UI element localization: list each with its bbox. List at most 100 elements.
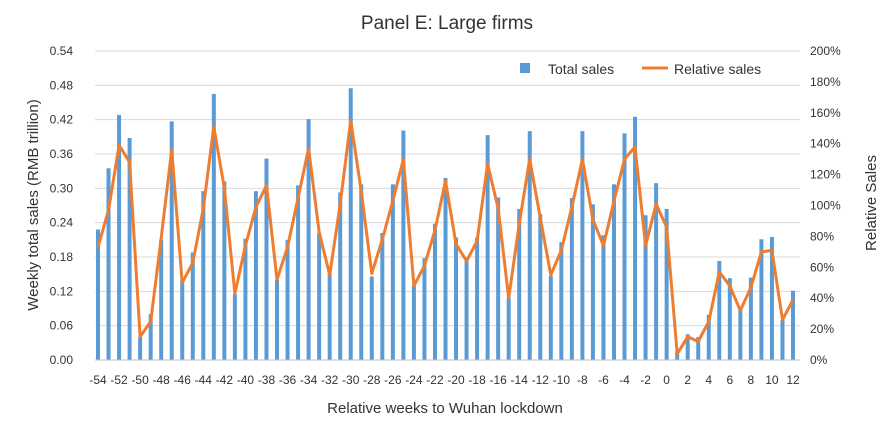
total-sales-bar bbox=[654, 183, 659, 360]
total-sales-bar bbox=[411, 285, 416, 360]
total-sales-bar bbox=[401, 130, 406, 360]
total-sales-bar bbox=[696, 337, 701, 360]
total-sales-bar bbox=[327, 274, 332, 360]
total-sales-bar bbox=[548, 275, 553, 360]
total-sales-bar bbox=[96, 229, 100, 360]
total-sales-bar bbox=[580, 131, 585, 360]
left-axis-ticks: 0.00 0.06 0.12 0.18 0.24 0.30 0.36 0.42 0.48 0.54 bbox=[50, 44, 74, 367]
y-axis-title: Weekly total sales (RMB trillion) bbox=[25, 99, 42, 310]
x-tick-label: 6 bbox=[726, 373, 733, 387]
total-sales-bar bbox=[253, 191, 258, 360]
x-axis-ticks: -54 -52 -50 -48 -46 -44 -42 -40 -38 -36 -34 -32 -30-… bbox=[89, 373, 800, 387]
total-sales-bar bbox=[791, 290, 795, 360]
total-sales-bar bbox=[569, 198, 574, 360]
total-sales-bar bbox=[622, 133, 627, 360]
x-axis-title: Relative weeks to Wuhan lockdown bbox=[327, 400, 563, 417]
total-sales-bar bbox=[706, 314, 711, 360]
total-sales-bar bbox=[338, 192, 343, 360]
total-sales-bar bbox=[443, 178, 448, 360]
y2-tick-label: 100% bbox=[810, 199, 841, 213]
y-tick-label: 0.06 bbox=[50, 319, 74, 333]
x-tick-label: -12 bbox=[532, 373, 550, 387]
y2-tick-label: 120% bbox=[810, 168, 841, 182]
y2-axis-title: Relative Sales bbox=[863, 155, 880, 251]
y2-tick-label: 60% bbox=[810, 260, 834, 274]
total-sales-bar bbox=[780, 319, 785, 360]
total-sales-bar bbox=[148, 314, 153, 360]
total-sales-bar bbox=[748, 277, 753, 360]
total-sales-bar bbox=[201, 191, 206, 360]
total-sales-bar bbox=[738, 308, 743, 360]
total-sales-bar bbox=[190, 252, 195, 360]
total-sales-bar bbox=[117, 115, 122, 360]
right-axis-ticks: 0% 20% 40% 60% 80% 100% 120% 140% 160% 180% 200% bbox=[810, 44, 841, 367]
total-sales-bar bbox=[159, 239, 164, 360]
total-sales-bar bbox=[422, 258, 427, 360]
total-sales-bar bbox=[296, 185, 301, 360]
relative-sales-line bbox=[96, 119, 795, 356]
x-tick-label: -18 bbox=[468, 373, 486, 387]
x-tick-label: -28 bbox=[363, 373, 381, 387]
total-sales-bar bbox=[169, 121, 174, 360]
x-tick-label: -22 bbox=[426, 373, 444, 387]
x-tick-label: 8 bbox=[748, 373, 755, 387]
total-sales-bar bbox=[243, 238, 248, 360]
x-tick-label: -20 bbox=[447, 373, 465, 387]
total-sales-bar bbox=[633, 116, 638, 360]
y2-tick-label: 160% bbox=[810, 106, 841, 120]
y2-tick-label: 20% bbox=[810, 322, 834, 336]
x-tick-label: 12 bbox=[786, 373, 800, 387]
total-sales-bar bbox=[717, 261, 722, 360]
x-tick-label: -48 bbox=[153, 373, 171, 387]
y-tick-label: 0.30 bbox=[50, 181, 74, 195]
x-tick-label: 0 bbox=[663, 373, 670, 387]
y2-tick-label: 0% bbox=[810, 353, 828, 367]
total-sales-bar bbox=[275, 279, 280, 360]
x-tick-label: -4 bbox=[619, 373, 630, 387]
x-tick-label: -46 bbox=[174, 373, 192, 387]
y2-tick-label: 80% bbox=[810, 229, 834, 243]
total-sales-bar bbox=[369, 276, 374, 360]
total-sales-bar bbox=[138, 337, 143, 360]
legend-relative-label: Relative sales bbox=[674, 61, 761, 77]
total-sales-bar bbox=[506, 297, 511, 360]
x-tick-label: -36 bbox=[279, 373, 297, 387]
x-tick-label: 2 bbox=[684, 373, 691, 387]
total-sales-bar bbox=[432, 223, 437, 360]
x-tick-label: -38 bbox=[258, 373, 276, 387]
total-sales-bar bbox=[390, 184, 395, 360]
x-tick-label: 4 bbox=[705, 373, 712, 387]
total-sales-bar bbox=[517, 208, 522, 360]
total-sales-bar bbox=[527, 131, 532, 360]
y-tick-label: 0.12 bbox=[50, 284, 74, 298]
total-sales-bar bbox=[454, 237, 459, 360]
x-tick-label: -42 bbox=[216, 373, 234, 387]
total-sales-bar bbox=[590, 204, 595, 360]
total-sales-bar bbox=[380, 232, 385, 360]
y2-tick-label: 140% bbox=[810, 137, 841, 151]
total-sales-bar bbox=[232, 294, 237, 360]
total-sales-bar bbox=[317, 232, 322, 360]
x-tick-label: -34 bbox=[300, 373, 318, 387]
total-sales-bar bbox=[211, 93, 216, 361]
total-sales-bar bbox=[285, 239, 290, 360]
total-sales-bar bbox=[348, 88, 353, 360]
total-sales-bar bbox=[664, 208, 669, 360]
x-tick-label: -52 bbox=[110, 373, 128, 387]
legend-total-swatch bbox=[520, 63, 530, 73]
total-sales-bar bbox=[306, 119, 311, 360]
x-tick-label: -2 bbox=[640, 373, 651, 387]
total-sales-bar bbox=[643, 215, 648, 360]
y-tick-label: 0.18 bbox=[50, 250, 74, 264]
chart-title: Panel E: Large firms bbox=[361, 13, 533, 34]
x-tick-label: -44 bbox=[195, 373, 213, 387]
x-tick-label: -50 bbox=[131, 373, 149, 387]
total-sales-bars bbox=[96, 88, 795, 361]
total-sales-bar bbox=[601, 235, 606, 360]
x-tick-label: -24 bbox=[405, 373, 423, 387]
y-tick-label: 0.54 bbox=[50, 44, 74, 58]
x-tick-label: -14 bbox=[511, 373, 529, 387]
y-tick-label: 0.24 bbox=[50, 216, 74, 230]
total-sales-bar bbox=[485, 135, 490, 360]
